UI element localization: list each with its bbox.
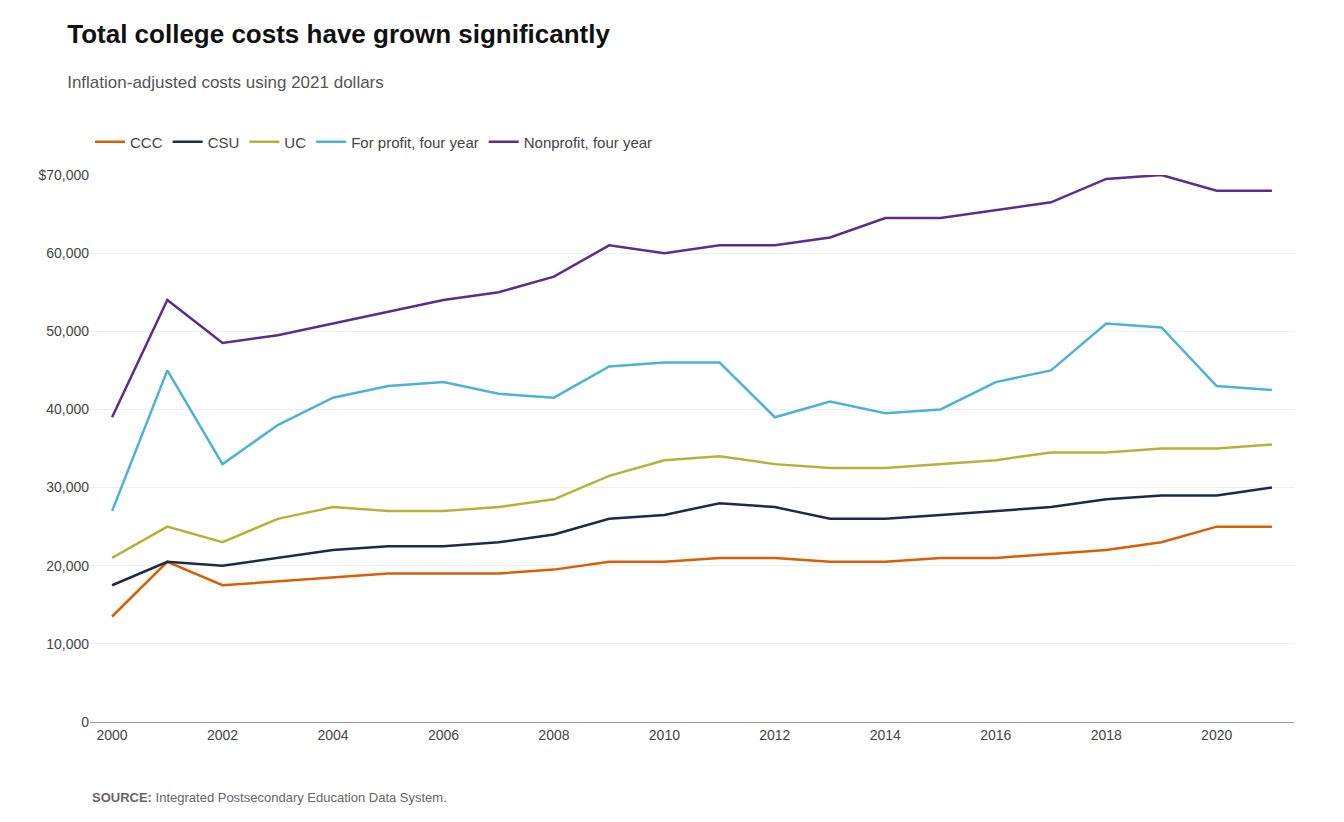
svg-text:$70,000: $70,000 [38,167,89,183]
svg-text:UC: UC [284,134,306,151]
svg-text:SOURCE: Integrated Postseconda: SOURCE: Integrated Postsecondary Educati… [92,790,447,805]
svg-text:2014: 2014 [870,727,901,743]
svg-text:2002: 2002 [207,727,238,743]
svg-text:2010: 2010 [649,727,680,743]
svg-text:2020: 2020 [1201,727,1232,743]
svg-text:2008: 2008 [538,727,569,743]
svg-text:2018: 2018 [1091,727,1122,743]
svg-text:40,000: 40,000 [46,401,89,417]
svg-text:For profit, four year: For profit, four year [351,134,479,151]
svg-text:50,000: 50,000 [46,323,89,339]
svg-text:Inflation-adjusted costs using: Inflation-adjusted costs using 2021 doll… [67,73,384,92]
svg-text:2016: 2016 [980,727,1011,743]
svg-text:2004: 2004 [317,727,348,743]
svg-text:20,000: 20,000 [46,558,89,574]
svg-text:30,000: 30,000 [46,479,89,495]
svg-text:CSU: CSU [208,134,240,151]
svg-text:0: 0 [81,714,89,730]
svg-text:Nonprofit, four year: Nonprofit, four year [524,134,652,151]
svg-text:10,000: 10,000 [46,636,89,652]
svg-text:CCC: CCC [130,134,163,151]
svg-text:2000: 2000 [97,727,128,743]
svg-text:2006: 2006 [428,727,459,743]
svg-text:Total college costs have grown: Total college costs have grown significa… [67,19,610,49]
svg-text:60,000: 60,000 [46,245,89,261]
svg-text:2012: 2012 [759,727,790,743]
